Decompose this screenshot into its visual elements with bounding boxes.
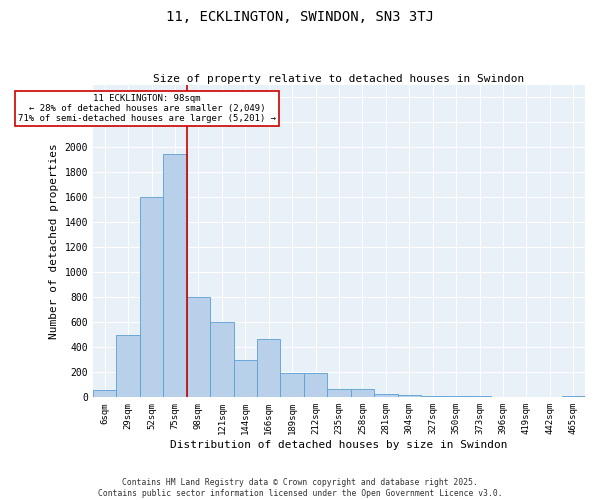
Bar <box>491 396 515 398</box>
Bar <box>163 154 187 398</box>
Bar <box>233 360 257 398</box>
Bar <box>140 198 163 398</box>
Y-axis label: Number of detached properties: Number of detached properties <box>49 143 59 339</box>
Bar <box>374 394 398 398</box>
Bar <box>468 396 491 398</box>
Bar <box>116 335 140 398</box>
Bar <box>187 298 210 398</box>
Bar <box>304 373 328 398</box>
Text: Contains HM Land Registry data © Crown copyright and database right 2025.
Contai: Contains HM Land Registry data © Crown c… <box>98 478 502 498</box>
Bar <box>210 322 233 398</box>
Bar <box>257 338 280 398</box>
Text: 11 ECKLINGTON: 98sqm
← 28% of detached houses are smaller (2,049)
71% of semi-de: 11 ECKLINGTON: 98sqm ← 28% of detached h… <box>18 94 276 124</box>
Title: Size of property relative to detached houses in Swindon: Size of property relative to detached ho… <box>154 74 524 84</box>
Bar <box>445 396 468 398</box>
X-axis label: Distribution of detached houses by size in Swindon: Distribution of detached houses by size … <box>170 440 508 450</box>
Bar <box>421 396 445 398</box>
Bar <box>328 389 351 398</box>
Bar <box>398 395 421 398</box>
Bar <box>351 389 374 398</box>
Bar <box>562 396 585 398</box>
Bar <box>280 373 304 398</box>
Text: 11, ECKLINGTON, SWINDON, SN3 3TJ: 11, ECKLINGTON, SWINDON, SN3 3TJ <box>166 10 434 24</box>
Bar <box>93 390 116 398</box>
